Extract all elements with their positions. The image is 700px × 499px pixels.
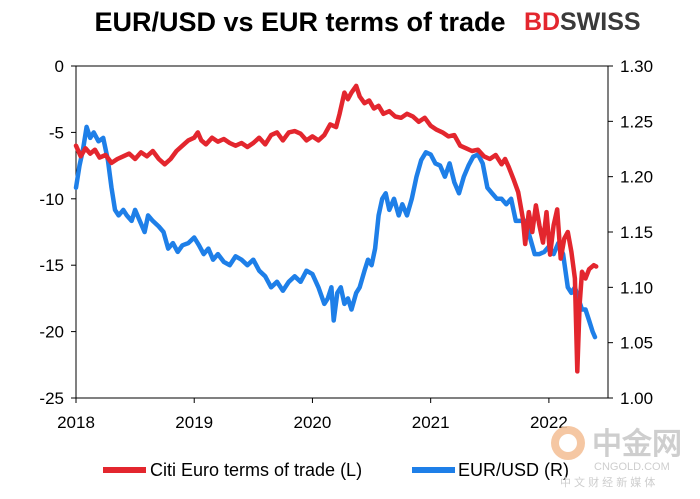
right-tick-label: 1.10 [620, 278, 653, 297]
watermark-domain-text: CNGOLD.COM [594, 461, 670, 473]
series-layer [73, 83, 599, 374]
legend-label-terms-of-trade: Citi Euro terms of trade (L) [150, 460, 362, 480]
watermark-logo-inner-icon [559, 434, 577, 452]
right-tick-label: 1.20 [620, 168, 653, 187]
x-tick-label: 2018 [57, 413, 95, 432]
watermark-sub-text: 中 文 财 经 新 媒 体 [560, 475, 655, 489]
right-tick-label: 1.05 [620, 334, 653, 353]
legend-label-eurusd: EUR/USD (R) [458, 460, 569, 480]
x-tick-label: 2019 [175, 413, 213, 432]
brand-logo: BD SWISS [524, 8, 641, 36]
watermark-main-text: 中金网 [592, 427, 682, 462]
left-tick-label: -5 [49, 123, 64, 142]
right-axis: 1.30 1.25 1.20 1.15 1.10 1.05 1.00 [608, 57, 653, 408]
x-tick-label: 2020 [294, 413, 332, 432]
right-tick-label: 1.00 [620, 389, 653, 408]
series-line-eurusd [73, 124, 598, 340]
logo-swiss-text: SWISS [560, 8, 641, 36]
right-tick-label: 1.25 [620, 112, 653, 131]
left-axis: 0 -5 -10 -15 -20 -25 [39, 57, 76, 408]
chart-title: EUR/USD vs EUR terms of trade [94, 7, 505, 37]
right-tick-label: 1.30 [620, 57, 653, 76]
left-tick-label: -15 [39, 256, 64, 275]
x-axis: 2018 2019 2020 2021 2022 [57, 398, 568, 432]
left-tick-label: -10 [39, 190, 64, 209]
logo-bd-text: BD [524, 8, 560, 36]
watermark: 中金网 CNGOLD.COM 中 文 财 经 新 媒 体 [551, 426, 682, 489]
x-tick-label: 2021 [412, 413, 450, 432]
right-tick-label: 1.15 [620, 223, 653, 242]
legend: Citi Euro terms of trade (L) EUR/USD (R) [103, 460, 569, 480]
left-tick-label: -25 [39, 389, 64, 408]
x-tick-label: 2022 [530, 413, 568, 432]
left-tick-label: -20 [39, 323, 64, 342]
left-tick-label: 0 [55, 57, 64, 76]
series-line-terms-of-trade [73, 83, 599, 374]
